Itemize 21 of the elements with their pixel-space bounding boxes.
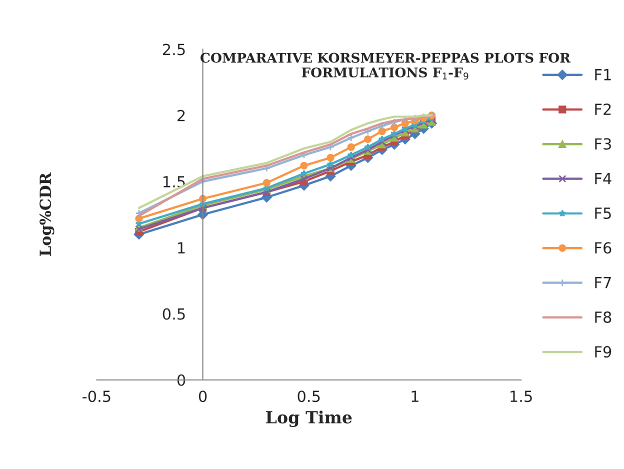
text: COMPARATIVE KORSMEYER-PEPPAS PLOTS FOR FORMULATIONS F$_{1}$-F$_{9}$ — [200, 52, 571, 80]
legend-label: F3 — [595, 138, 611, 150]
x-tick-label: -0.5 — [82, 390, 110, 402]
x-tick-label: 1.5 — [510, 390, 532, 402]
x-tick-label: 0 — [198, 390, 207, 402]
x-axis-title: Log Time — [266, 410, 352, 428]
x-tick-label: 0.5 — [298, 390, 320, 402]
legend-label: F5 — [595, 208, 611, 219]
legend-label: F6 — [595, 242, 612, 254]
y-tick-label: 2.5 — [162, 44, 185, 56]
legend-label: F9 — [595, 346, 612, 358]
y-tick-label: 1 — [178, 242, 185, 254]
legend-label: F2 — [595, 104, 611, 115]
legend-label: F7 — [595, 276, 611, 288]
y-axis-title: Log%CDR — [40, 172, 54, 256]
legend-label: F8 — [595, 311, 612, 323]
y-tick-label: 0.5 — [162, 308, 185, 320]
y-tick-label: 2 — [178, 110, 185, 122]
legend-label: F1 — [595, 69, 611, 80]
legend-label: F4 — [595, 173, 612, 184]
x-tick-label: 1 — [412, 390, 418, 402]
